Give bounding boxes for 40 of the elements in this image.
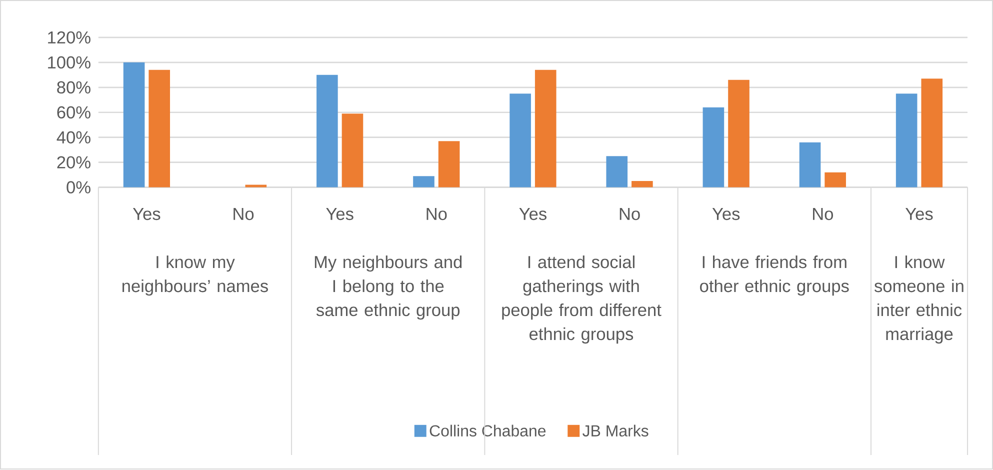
- y-tick-label: 80%: [57, 82, 90, 94]
- x-tick-label: Yes: [326, 208, 354, 220]
- y-tick-label: 100%: [48, 56, 90, 69]
- x-tick-label: No: [620, 208, 640, 220]
- bar: [245, 185, 267, 188]
- text: My neighbours and I belong to the same ethnic group: [314, 256, 462, 320]
- bar: [728, 80, 750, 188]
- bar: [896, 94, 918, 188]
- text: I know someone in inter ethnic marriage: [874, 256, 964, 344]
- x-tick-label: No: [813, 208, 834, 220]
- bar: [316, 75, 338, 188]
- x-tick-label: Yes: [712, 208, 740, 220]
- bar: [438, 141, 460, 188]
- y-tick-label: 20%: [57, 156, 90, 169]
- x-tick-label: Yes: [905, 208, 933, 220]
- bar: [824, 172, 846, 188]
- y-tick-label: 60%: [57, 106, 90, 119]
- bar: [534, 70, 556, 188]
- bar: [342, 114, 364, 188]
- bar: [123, 62, 145, 188]
- legend-label: Collins Chabane: [430, 425, 546, 437]
- text: I have friends from other ethnic groups: [700, 256, 849, 296]
- bar: [413, 176, 434, 188]
- bar: [702, 108, 724, 188]
- legend-label: JB Marks: [582, 425, 648, 437]
- bar: [606, 156, 628, 188]
- x-tick-label: No: [234, 208, 254, 220]
- y-tick-label: 120%: [48, 32, 90, 44]
- bar: [148, 70, 170, 188]
- x-tick-label: No: [426, 208, 447, 220]
- x-tick-label: Yes: [519, 208, 546, 220]
- bar: [510, 94, 531, 188]
- y-tick-label: 40%: [56, 131, 90, 144]
- text: I know my neighbours’ names: [122, 256, 268, 296]
- bar: [799, 142, 821, 188]
- x-tick-label: Yes: [132, 208, 160, 220]
- y-tick-label: 0%: [66, 181, 90, 194]
- text: I attend social gatherings with people from different ethnic groups: [502, 256, 662, 344]
- bar: [632, 181, 653, 188]
- bar: [921, 78, 943, 188]
